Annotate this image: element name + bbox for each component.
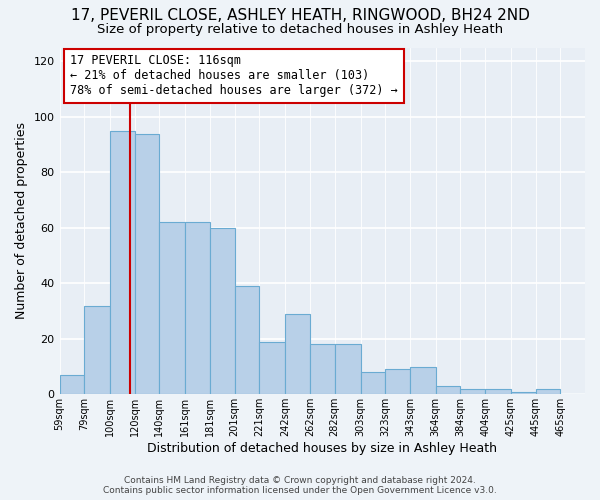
Text: Size of property relative to detached houses in Ashley Heath: Size of property relative to detached ho… <box>97 22 503 36</box>
Bar <box>460 388 485 394</box>
Bar <box>385 370 410 394</box>
Bar <box>485 388 511 394</box>
Bar <box>335 344 361 395</box>
Y-axis label: Number of detached properties: Number of detached properties <box>15 122 28 320</box>
Bar <box>310 344 335 395</box>
Bar <box>436 386 460 394</box>
Bar <box>135 134 160 394</box>
Bar <box>210 228 235 394</box>
Bar <box>185 222 210 394</box>
Bar <box>361 372 385 394</box>
Bar <box>110 130 135 394</box>
Bar <box>59 375 84 394</box>
Text: Contains HM Land Registry data © Crown copyright and database right 2024.
Contai: Contains HM Land Registry data © Crown c… <box>103 476 497 495</box>
X-axis label: Distribution of detached houses by size in Ashley Heath: Distribution of detached houses by size … <box>147 442 497 455</box>
Bar <box>259 342 285 394</box>
Bar <box>511 392 536 394</box>
Bar <box>235 286 259 395</box>
Bar <box>536 388 560 394</box>
Text: 17, PEVERIL CLOSE, ASHLEY HEATH, RINGWOOD, BH24 2ND: 17, PEVERIL CLOSE, ASHLEY HEATH, RINGWOO… <box>71 8 529 22</box>
Bar <box>410 366 436 394</box>
Text: 17 PEVERIL CLOSE: 116sqm
← 21% of detached houses are smaller (103)
78% of semi-: 17 PEVERIL CLOSE: 116sqm ← 21% of detach… <box>70 54 398 98</box>
Bar <box>84 306 110 394</box>
Bar <box>160 222 185 394</box>
Bar <box>285 314 310 394</box>
